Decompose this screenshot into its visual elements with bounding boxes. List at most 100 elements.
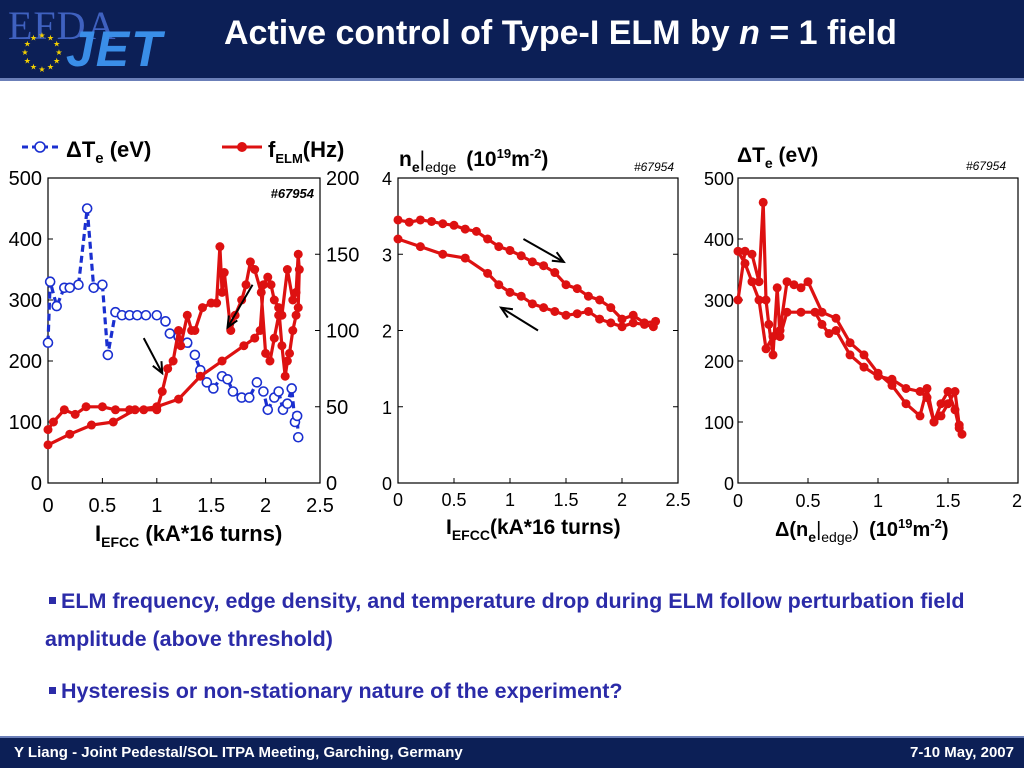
chart2-point-ne xyxy=(628,310,638,320)
chart1-point-felm xyxy=(277,310,287,320)
chart1-point-felm xyxy=(282,265,292,274)
chart2-point-ne xyxy=(550,306,560,316)
chart2-point-ne xyxy=(393,215,403,225)
chart2-point-ne xyxy=(438,249,448,259)
chart3-point-dte xyxy=(859,362,869,372)
title-text-post: = 1 field xyxy=(759,14,897,52)
eu-star-icon: ★ xyxy=(53,57,60,66)
chart3-point-dte xyxy=(754,295,764,305)
chart2-point-ne xyxy=(572,284,582,294)
chart3-point-dte xyxy=(747,249,757,259)
chart1-point-felm xyxy=(250,265,260,274)
eu-star-icon: ★ xyxy=(38,31,45,40)
xlabel-unit: (10 xyxy=(869,519,898,541)
chart2-point-ne xyxy=(595,295,605,305)
chart1-point-felm xyxy=(139,405,149,415)
chart1-point-dte xyxy=(160,316,171,327)
chart1-y-right-tick-label: 50 xyxy=(326,397,348,419)
chart1-point-dte xyxy=(286,383,298,394)
chart3-point-dte xyxy=(810,307,820,317)
chart1-y-right-tick-label: 100 xyxy=(326,321,359,343)
chart1-y-left-tick-label: 0 xyxy=(31,473,42,495)
xlabel-main: Δ(n xyxy=(775,519,808,541)
chart1-point-felm xyxy=(277,341,287,351)
chart1-y-right-tick-label: 0 xyxy=(326,473,337,495)
xlabel-rest: (kA*16 turns) xyxy=(139,521,282,546)
chart2-point-ne xyxy=(516,291,526,301)
chart2-y-tick-label: 2 xyxy=(382,322,392,342)
arrow-head xyxy=(551,251,566,264)
chart3-point-dte xyxy=(831,326,841,335)
chart3-x-axis-label: Δ(ne|edge) (1019m-2) xyxy=(775,516,949,545)
chart2-y-tick-label: 3 xyxy=(382,245,392,265)
chart1-y-left-tick-label: 300 xyxy=(9,290,42,312)
chart3-point-dte xyxy=(824,329,834,339)
chart1-point-felm xyxy=(241,280,251,290)
chart2-point-ne xyxy=(561,280,571,290)
chart2-x-tick-label: 1 xyxy=(505,490,515,510)
chart1-series-dte-line xyxy=(46,206,300,438)
chart1-point-felm xyxy=(256,287,266,297)
chart3-x-tick-label: 2 xyxy=(1012,491,1022,511)
chart1-point-dte xyxy=(64,282,76,294)
chart2-series-ne-line xyxy=(397,218,658,329)
footer-bar: Y Liang - Joint Pedestal/SOL ITPA Meetin… xyxy=(0,736,1024,768)
chart1-point-felm xyxy=(291,287,301,297)
chart1-point-felm xyxy=(65,429,75,439)
chart1-shot-label: #67954 xyxy=(271,186,315,201)
chart1-point-dte xyxy=(262,404,274,416)
chart1-point-dte xyxy=(243,392,255,403)
chart2-shot-label: #67954 xyxy=(634,160,674,174)
ylabel-unit: (eV) xyxy=(773,144,819,167)
chart1-point-felm xyxy=(168,356,178,366)
chart3-point-dte xyxy=(733,246,743,256)
xlabel-sub: EFCC xyxy=(452,527,490,543)
chart1-point-felm xyxy=(215,242,225,252)
bullet-item-2: Hysteresis or non-stationary nature of t… xyxy=(45,672,975,710)
eu-stars-icon: ★★★★★★★★★ ★ ★★ xyxy=(21,31,62,74)
ylabel-sup2: -2 xyxy=(530,146,542,161)
chart3-point-dte xyxy=(782,307,792,317)
chart1-point-dte xyxy=(291,410,303,422)
chart1-point-felm xyxy=(182,310,192,320)
chart3-point-dte xyxy=(817,307,827,317)
chart1-point-dte xyxy=(151,309,163,321)
chart1-point-felm xyxy=(157,387,167,396)
chart2-point-ne xyxy=(427,216,437,226)
chart3-point-dte xyxy=(747,277,757,287)
chart1-hysteresis-arrow xyxy=(142,337,164,376)
chart2-point-ne xyxy=(606,318,616,328)
chart2-point-ne xyxy=(494,280,504,290)
chart3-point-dte xyxy=(957,429,967,439)
chart1-point-felm xyxy=(294,265,304,274)
chart3-point-dte xyxy=(782,277,792,287)
chart1-point-felm xyxy=(265,356,275,366)
ylabel-sup: 19 xyxy=(497,146,511,161)
chart2-point-ne xyxy=(617,314,627,324)
chart1-y-right-tick-label: 150 xyxy=(326,244,359,266)
chart1-point-felm xyxy=(59,405,69,415)
chart3-point-dte xyxy=(859,350,869,360)
slide-title: Active control of Type-I ELM by n = 1 fi… xyxy=(224,14,897,53)
chart1-point-dte xyxy=(51,300,63,312)
eu-star-icon: ★ xyxy=(24,40,31,49)
chart2-point-ne xyxy=(460,253,470,263)
chart2-y-tick-label: 1 xyxy=(382,398,392,418)
chart3-point-dte xyxy=(929,417,939,427)
chart1-point-felm xyxy=(288,326,298,335)
chart2-point-ne xyxy=(505,287,515,297)
chart1-point-felm xyxy=(43,440,53,450)
chart1-y-left-tick-label: 200 xyxy=(9,351,42,373)
header-divider xyxy=(0,78,1024,81)
chart3-point-dte xyxy=(740,246,750,256)
chart3-y-tick-label: 100 xyxy=(704,413,734,433)
chart1-legend-felm: fELM(Hz) xyxy=(268,137,344,166)
chart2-point-ne xyxy=(606,303,616,313)
ylabel-unit: (10 xyxy=(466,148,496,171)
chart2-x-axis-label: IEFCC(kA*16 turns) xyxy=(446,516,621,543)
chart1-point-felm xyxy=(263,272,273,282)
chart3-shot-label: #67954 xyxy=(966,159,1006,173)
jet-logo: JET xyxy=(66,21,164,77)
chart3-point-dte xyxy=(803,277,813,287)
chart2-hysteresis-arrow xyxy=(498,306,539,332)
